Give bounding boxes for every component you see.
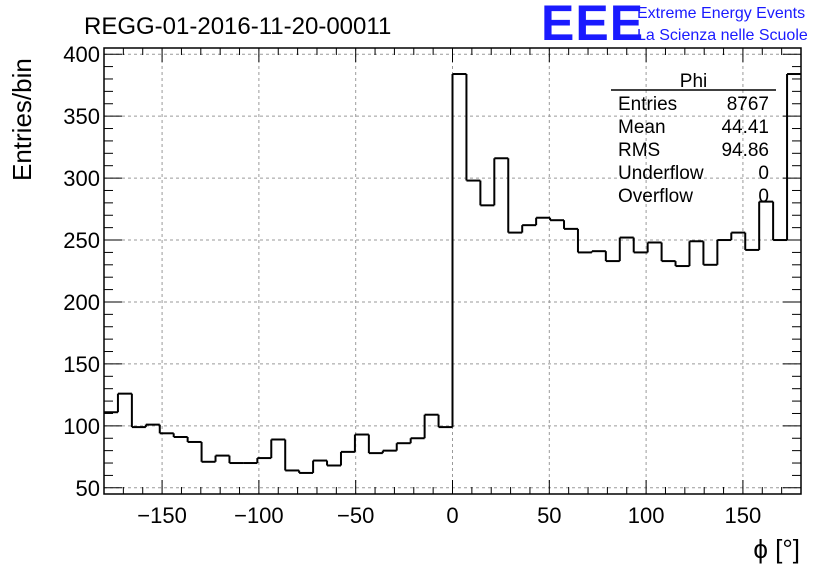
x-tick-label: −100 bbox=[234, 503, 284, 528]
chart-title: REGG-01-2016-11-20-00011 bbox=[84, 13, 391, 40]
stats-box-title: Phi bbox=[680, 71, 707, 92]
y-tick-label: 300 bbox=[63, 166, 100, 191]
x-tick-label: −150 bbox=[137, 503, 187, 528]
x-tick-label: 50 bbox=[537, 503, 561, 528]
stats-row-value: 0 bbox=[758, 163, 769, 184]
logo-mark: EEE bbox=[541, 0, 644, 51]
y-tick-label: 400 bbox=[63, 42, 100, 67]
y-tick-label: 200 bbox=[63, 290, 100, 315]
stats-row-label: Mean bbox=[618, 117, 666, 138]
histogram-series bbox=[104, 73, 801, 474]
y-tick-label: 150 bbox=[63, 352, 100, 377]
x-tick-label: −50 bbox=[337, 503, 374, 528]
y-tick-label: 350 bbox=[63, 104, 100, 129]
logo-line-1: Extreme Energy Events bbox=[637, 5, 805, 22]
stats-row-label: Underflow bbox=[618, 163, 704, 184]
stats-row-label: RMS bbox=[618, 140, 660, 161]
stats-row-value: 44.41 bbox=[721, 117, 769, 138]
stats-row-value: 94.86 bbox=[721, 140, 769, 161]
axes: −150 −100 −50 0 50 100 150 50 100 150 200 250 300 350… bbox=[63, 42, 802, 528]
x-axis-title: ϕ [°] bbox=[753, 534, 800, 564]
y-tick-label: 50 bbox=[76, 476, 100, 501]
y-tick-label: 250 bbox=[63, 228, 100, 253]
stats-row-value: 8767 bbox=[727, 94, 769, 115]
x-tick-label: 0 bbox=[446, 503, 458, 528]
logo-line-2: La Scienza nelle Scuole bbox=[637, 27, 808, 44]
y-tick-label: 100 bbox=[63, 414, 100, 439]
x-tick-label: 100 bbox=[628, 503, 665, 528]
eee-logo: EEE Extreme Energy Events La Scienza nel… bbox=[541, 0, 808, 51]
stats-row-label: Overflow bbox=[618, 186, 693, 207]
stats-row-value: 0 bbox=[758, 186, 769, 207]
y-axis-title: Entries/bin bbox=[7, 58, 37, 181]
stats-row-label: Entries bbox=[618, 94, 677, 115]
x-tick-label: 150 bbox=[725, 503, 762, 528]
